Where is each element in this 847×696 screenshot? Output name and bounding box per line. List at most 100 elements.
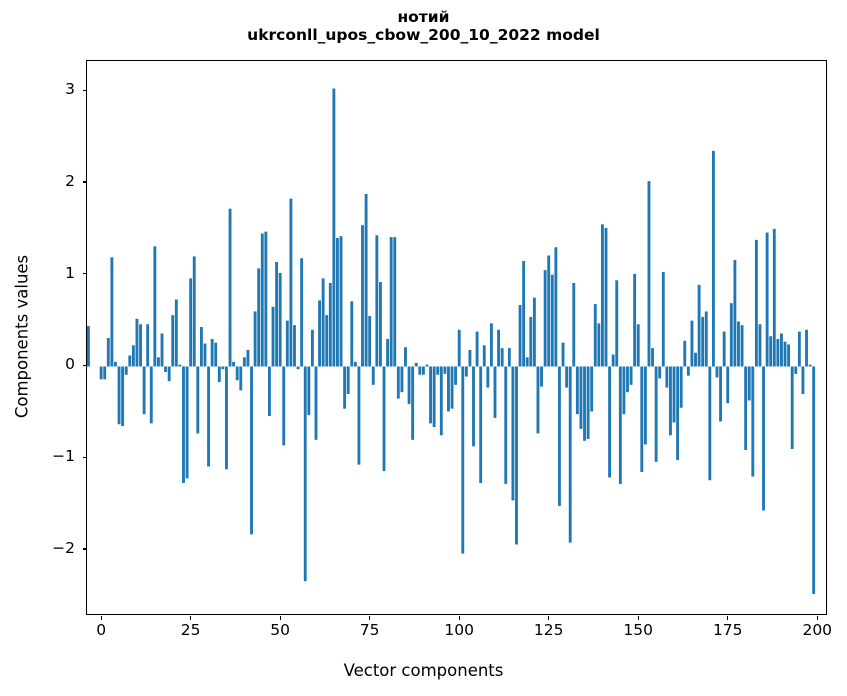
bar <box>99 366 103 380</box>
bar <box>676 366 680 461</box>
bar <box>690 320 694 367</box>
bar <box>722 331 726 367</box>
bar <box>393 237 397 367</box>
bar <box>217 366 221 383</box>
bar <box>296 366 300 370</box>
bar <box>669 366 672 436</box>
y-axis-label: Components values <box>12 254 32 418</box>
bar <box>389 237 393 367</box>
bar <box>586 366 590 439</box>
x-tick-label: 75 <box>359 621 380 639</box>
bar <box>371 366 375 385</box>
bar <box>500 348 504 367</box>
bar <box>489 323 493 367</box>
bar <box>257 268 261 367</box>
bar <box>436 366 440 375</box>
bar <box>103 366 107 380</box>
bar <box>647 181 651 367</box>
bar <box>157 357 160 367</box>
y-tick-label: 3 <box>65 80 75 99</box>
bar <box>182 366 185 483</box>
bar <box>611 354 615 367</box>
bar <box>321 278 325 367</box>
bar <box>160 333 164 367</box>
bar <box>275 261 279 367</box>
bar <box>300 258 304 367</box>
y-tick-label: −1 <box>52 447 75 466</box>
bar <box>783 341 787 367</box>
bar <box>131 345 135 367</box>
bar <box>504 366 508 484</box>
bar <box>124 366 128 375</box>
x-tick-label: 100 <box>444 621 474 639</box>
bar <box>414 362 418 367</box>
chart-title: нотий ukrconll_upos_cbow_200_10_2022 mod… <box>0 8 847 45</box>
bar <box>558 366 561 506</box>
bar <box>174 299 178 367</box>
bar <box>765 232 769 367</box>
bar <box>407 366 411 405</box>
bar <box>572 283 576 367</box>
bar <box>643 366 647 445</box>
bar <box>482 345 486 367</box>
bar <box>364 194 368 367</box>
bar <box>353 361 357 367</box>
x-tick-label: 125 <box>533 621 564 639</box>
x-tick-mark <box>637 616 639 620</box>
bar <box>686 366 690 376</box>
bar <box>626 366 629 393</box>
bar <box>210 338 214 367</box>
bar <box>386 338 390 367</box>
bar <box>479 366 483 483</box>
bar <box>282 366 286 446</box>
bar <box>525 357 529 367</box>
bar <box>543 270 547 367</box>
bar <box>357 366 361 465</box>
bar <box>192 256 196 367</box>
bar <box>812 366 816 594</box>
bar <box>701 316 705 367</box>
bar <box>708 366 712 481</box>
x-tick-mark <box>727 616 729 620</box>
bar <box>744 366 748 450</box>
bar <box>797 331 801 367</box>
bar <box>128 355 132 367</box>
bar <box>246 349 250 367</box>
bar <box>758 324 762 367</box>
bar <box>379 282 382 367</box>
bar <box>185 366 189 479</box>
bar <box>106 338 110 367</box>
x-tick-mark <box>369 616 371 620</box>
bar <box>464 366 468 377</box>
bar <box>242 357 246 367</box>
bar <box>171 315 175 367</box>
bar <box>411 366 415 440</box>
bar <box>565 366 569 388</box>
x-tick-mark <box>279 616 281 620</box>
bar <box>694 352 697 367</box>
bar <box>289 198 293 367</box>
bar <box>339 236 343 367</box>
bar <box>114 361 117 367</box>
bar <box>762 366 765 511</box>
bar <box>672 366 676 423</box>
chart-title-line-1: нотий <box>397 8 450 26</box>
bar <box>303 366 307 582</box>
bar <box>654 366 658 462</box>
bar <box>622 366 626 415</box>
bar <box>199 327 203 367</box>
bar <box>636 324 640 367</box>
bar <box>787 344 791 367</box>
bar <box>454 366 458 385</box>
bar <box>711 150 715 367</box>
bar <box>754 239 758 367</box>
x-tick-mark <box>458 616 460 620</box>
x-tick-label: 0 <box>96 621 107 639</box>
bar <box>375 235 379 367</box>
bar <box>740 325 744 367</box>
bar <box>697 284 701 367</box>
bar <box>679 366 683 408</box>
bar <box>264 231 268 367</box>
bar <box>497 329 501 367</box>
bar <box>382 366 386 472</box>
